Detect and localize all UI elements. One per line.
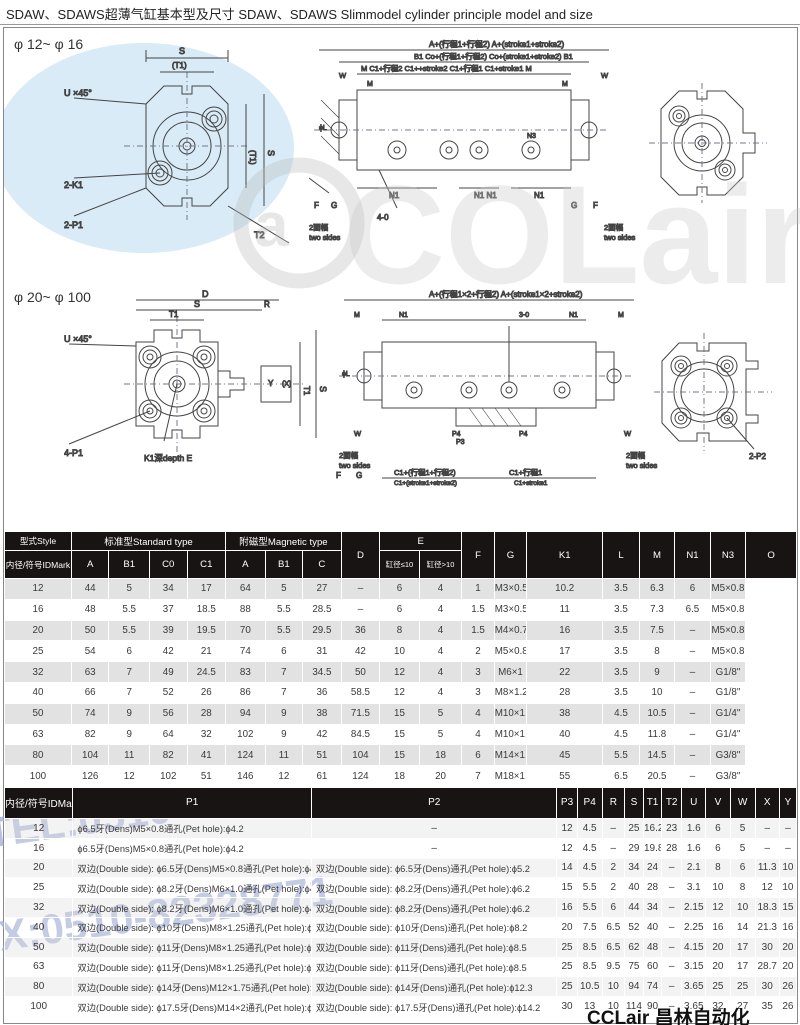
- svg-text:G: G: [356, 471, 362, 480]
- svg-text:A+(行程1×2+行程2) A+(stroke1×2+str: A+(行程1×2+行程2) A+(stroke1×2+stroke2): [429, 289, 583, 299]
- svg-text:M: M: [618, 312, 624, 319]
- svg-text:2面幅: 2面幅: [339, 450, 359, 460]
- svg-text:F: F: [593, 201, 598, 210]
- svg-text:T2: T2: [254, 230, 265, 240]
- svg-text:ϕL: ϕL: [319, 125, 327, 132]
- svg-text:C1+行程1: C1+行程1: [509, 467, 542, 477]
- svg-text:A+(行程1+行程2) A+(stroke1+stroke2: A+(行程1+行程2) A+(stroke1+stroke2): [429, 39, 564, 49]
- svg-text:W: W: [354, 429, 362, 438]
- svg-text:F: F: [336, 471, 341, 480]
- svg-text:two sides: two sides: [309, 233, 341, 242]
- svg-text:(T1): (T1): [172, 61, 187, 70]
- svg-text:S: S: [179, 46, 185, 56]
- svg-text:2面幅: 2面幅: [309, 222, 329, 232]
- svg-text:C1+(stroke1+stroke2): C1+(stroke1+stroke2): [394, 480, 457, 487]
- svg-text:K1深depth E: K1深depth E: [144, 453, 193, 463]
- svg-text:S: S: [318, 386, 328, 392]
- svg-text:M: M: [367, 81, 373, 88]
- svg-text:N1: N1: [534, 191, 545, 200]
- svg-text:2-K1: 2-K1: [64, 180, 83, 190]
- svg-text:F: F: [314, 201, 319, 210]
- svg-text:S: S: [266, 150, 276, 156]
- svg-text:M: M: [354, 312, 360, 319]
- svg-text:(X): (X): [282, 381, 291, 388]
- svg-text:Y: Y: [268, 379, 274, 388]
- svg-text:2面幅: 2面幅: [626, 450, 646, 460]
- svg-text:T1: T1: [302, 386, 311, 396]
- svg-text:U ×45°: U ×45°: [64, 88, 92, 98]
- svg-text:N1 N1: N1 N1: [474, 191, 497, 200]
- svg-text:(T1): (T1): [248, 150, 257, 165]
- svg-text:T1: T1: [169, 310, 179, 319]
- svg-text:N3: N3: [527, 133, 536, 140]
- svg-text:B1 Co+(行程1+行程2) Co+(stroke1+st: B1 Co+(行程1+行程2) Co+(stroke1+stroke2) B1: [414, 51, 573, 61]
- svg-text:2-P2: 2-P2: [749, 452, 766, 461]
- svg-text:M: M: [562, 81, 568, 88]
- svg-text:U ×45°: U ×45°: [64, 334, 92, 344]
- svg-text:N1: N1: [399, 312, 408, 319]
- svg-text:S: S: [194, 299, 200, 309]
- svg-text:W: W: [339, 71, 347, 80]
- svg-text:G: G: [571, 201, 577, 210]
- svg-text:C1+(行程1+行程2): C1+(行程1+行程2): [394, 467, 456, 477]
- svg-text:D: D: [202, 289, 209, 299]
- svg-text:M C1+行程2 C1++stroke2 C1+行程1 C1: M C1+行程2 C1++stroke2 C1+行程1 C1+stroke1 M: [361, 63, 532, 73]
- svg-text:P4: P4: [519, 431, 528, 438]
- svg-text:P4: P4: [452, 431, 461, 438]
- svg-text:3-0: 3-0: [519, 312, 529, 319]
- svg-text:ϕL: ϕL: [342, 371, 350, 378]
- svg-text:2-P1: 2-P1: [64, 220, 83, 230]
- svg-text:P3: P3: [456, 439, 465, 446]
- svg-text:W: W: [601, 71, 609, 80]
- svg-text:two sides: two sides: [339, 461, 371, 470]
- svg-text:two sides: two sides: [626, 461, 658, 470]
- svg-text:R: R: [264, 300, 270, 309]
- svg-text:G: G: [331, 201, 337, 210]
- svg-text:4-P1: 4-P1: [64, 448, 83, 458]
- svg-text:W: W: [624, 429, 632, 438]
- svg-text:C1+stroke1: C1+stroke1: [514, 480, 548, 487]
- svg-text:4-0: 4-0: [377, 213, 389, 222]
- svg-text:N1: N1: [569, 312, 578, 319]
- svg-text:two sides: two sides: [604, 233, 636, 242]
- svg-text:2面幅: 2面幅: [604, 222, 624, 232]
